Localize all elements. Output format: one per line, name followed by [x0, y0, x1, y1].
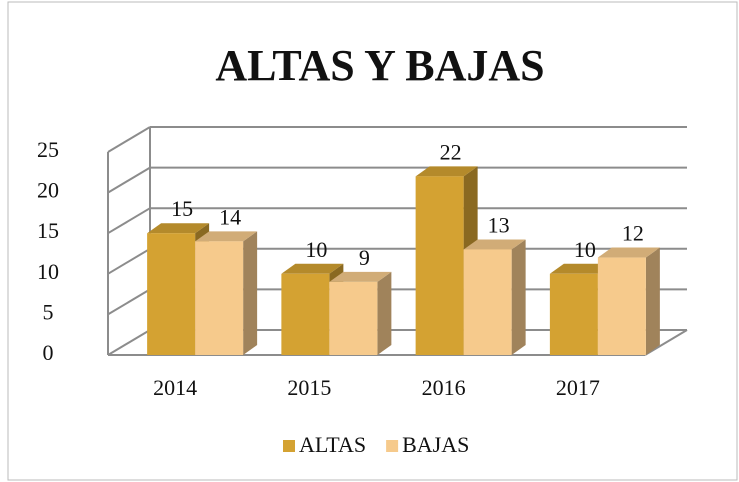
legend-swatch [283, 440, 295, 452]
bar-side [377, 271, 392, 355]
bar-top [549, 263, 612, 274]
y-tick-label: 15 [37, 218, 59, 243]
bar-top [147, 223, 210, 234]
bar-top [329, 271, 392, 282]
data-label: 12 [622, 221, 644, 246]
x-tick-label: 2014 [153, 375, 197, 400]
bar-side [645, 247, 660, 355]
bar-side [511, 239, 526, 355]
bar [597, 257, 646, 355]
legend-label: BAJAS [402, 432, 469, 457]
data-label: 15 [171, 196, 193, 221]
x-tick-label: 2015 [287, 375, 331, 400]
bar-top [597, 247, 660, 258]
bar-side [243, 231, 258, 355]
legend-swatch [386, 440, 399, 452]
bar [415, 176, 464, 355]
data-label: 10 [574, 237, 596, 262]
grid-line [107, 126, 151, 153]
grid-line [107, 247, 151, 275]
x-tick-label: 2016 [422, 375, 466, 400]
grid-line [107, 288, 151, 316]
data-label: 14 [219, 204, 241, 229]
bar [463, 249, 512, 355]
y-tick-label: 25 [37, 137, 59, 162]
bar-top [195, 231, 258, 242]
y-tick-label: 10 [37, 259, 59, 284]
data-label: 13 [488, 212, 510, 237]
data-label: 22 [440, 139, 462, 164]
grid-line [107, 166, 151, 194]
x-tick-label: 2017 [556, 375, 600, 400]
bar-top [281, 263, 344, 274]
floor-edge [644, 329, 688, 356]
bar [195, 241, 244, 355]
bar [147, 233, 196, 355]
bar [281, 273, 330, 355]
grid-line [107, 329, 151, 356]
grid-line [107, 207, 151, 235]
y-tick-label: 5 [43, 299, 54, 324]
bar-top [463, 239, 526, 250]
chart-title: ALTAS Y BAJAS [215, 41, 544, 90]
data-label: 10 [305, 237, 327, 262]
y-tick-label: 0 [43, 340, 54, 365]
y-tick-label: 20 [37, 178, 59, 203]
chart-border [7, 1, 738, 481]
legend-label: ALTAS [299, 432, 366, 457]
data-label: 9 [359, 245, 370, 270]
bar [549, 273, 598, 355]
bar-top [415, 166, 478, 177]
bar [329, 281, 378, 355]
